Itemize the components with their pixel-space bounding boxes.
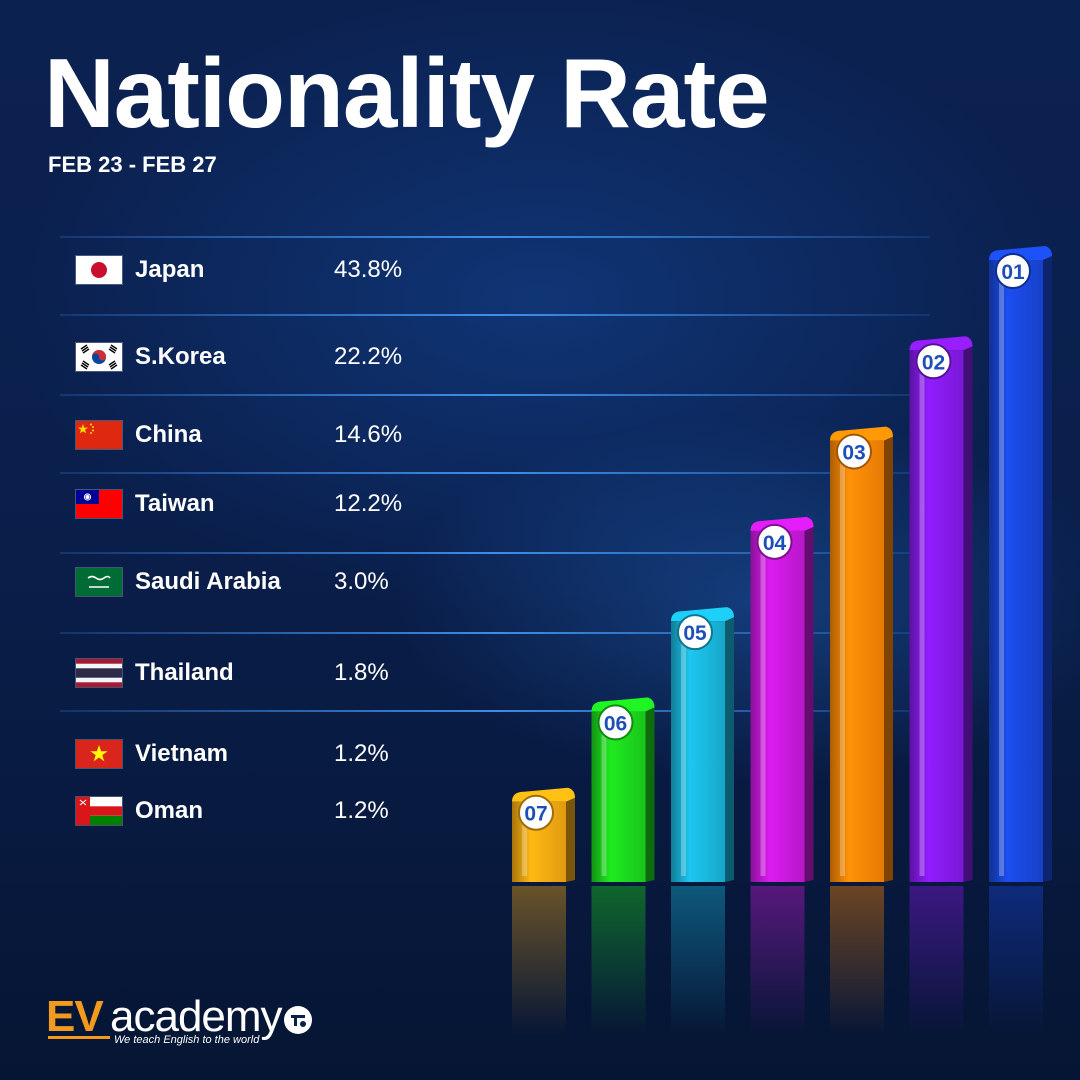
saudi-arabia-flag-icon [76, 568, 122, 596]
page-title: Nationality Rate [44, 38, 770, 148]
country-name: Saudi Arabia [135, 568, 281, 595]
list-item-china: China 14.6% [76, 415, 456, 455]
divider-line [60, 314, 930, 316]
country-percent: 3.0% [334, 568, 389, 595]
country-name: China [135, 421, 202, 448]
divider-line [60, 710, 930, 712]
country-percent: 1.2% [334, 740, 389, 767]
bar-highlight [681, 625, 686, 876]
country-name: Vietnam [135, 740, 228, 767]
bar-05 [671, 621, 725, 882]
japan-flag-icon [76, 256, 122, 284]
country-name: Oman [135, 797, 204, 824]
list-item-vietnam: Vietnam 1.2% [76, 734, 456, 774]
bar-reflection [512, 886, 566, 1036]
vietnam-flag-icon [76, 740, 122, 768]
bar-highlight [760, 534, 766, 876]
divider-line [60, 632, 930, 634]
logo-tagline: We teach English to the world [114, 1034, 260, 1046]
rank-badge [597, 704, 634, 741]
country-name: Thailand [135, 659, 234, 686]
rank-label: 07 [524, 803, 547, 826]
bar-side-face [566, 797, 575, 882]
south-korea-flag-icon [76, 343, 122, 371]
rank-badge [995, 253, 1031, 289]
logo-underline [48, 1036, 110, 1039]
bar-side-face [725, 617, 734, 882]
date-range: FEB 23 - FEB 27 [48, 152, 217, 177]
country-name: Taiwan [135, 490, 215, 517]
list-item-saudi-arabia: Saudi Arabia 3.0% [76, 562, 456, 602]
country-percent: 1.8% [334, 659, 389, 686]
bar-side-face [804, 526, 814, 882]
china-flag-icon [76, 421, 122, 449]
bar-reflection [671, 886, 725, 1036]
country-name: S.Korea [135, 343, 226, 370]
thailand-flag-icon [76, 659, 122, 687]
rank-label: 05 [683, 622, 707, 645]
bar-side-face [963, 346, 973, 882]
rank-badge [756, 523, 793, 560]
bar-reflection [750, 886, 805, 1036]
bar-02 [909, 350, 964, 882]
country-name: Japan [135, 256, 205, 283]
logo-prefix: EV [46, 992, 104, 1041]
bar-highlight [999, 264, 1004, 876]
rank-label: 02 [922, 351, 945, 374]
logo-suffix: academy [110, 992, 283, 1041]
bar-reflection [591, 886, 646, 1036]
list-item-south-korea: S.Korea 22.2% [76, 337, 456, 377]
brand-logo: EV academy We teach English to the world [46, 992, 316, 1052]
country-percent: 1.2% [334, 797, 389, 824]
bar-side-face [884, 436, 893, 882]
bar-highlight [840, 444, 845, 876]
list-item-thailand: Thailand 1.8% [76, 653, 456, 693]
bar-01 [989, 260, 1043, 882]
rank-label: 06 [604, 712, 627, 735]
list-item-japan: Japan 43.8% [76, 250, 456, 290]
rank-label: 03 [842, 442, 865, 465]
bar-highlight [601, 715, 607, 876]
divider-line [60, 472, 930, 474]
rank-label: 04 [763, 532, 787, 555]
list-item-oman: Oman 1.2% [76, 791, 456, 831]
bar-reflection [830, 886, 884, 1036]
bar-side-face [1043, 256, 1052, 882]
country-percent: 14.6% [334, 421, 403, 448]
list-item-taiwan: Taiwan 12.2% [76, 484, 456, 524]
rank-badge [518, 794, 554, 831]
bar-side-face [645, 707, 655, 882]
bar-reflection [909, 886, 964, 1036]
divider-line [60, 394, 930, 396]
bar-04 [750, 530, 805, 882]
rank-badge [915, 343, 952, 380]
country-percent: 12.2% [334, 490, 403, 517]
rank-badge [677, 614, 713, 651]
bar-reflection [989, 886, 1043, 1036]
rank-label: 01 [1001, 261, 1025, 284]
divider-line [60, 552, 930, 554]
bar-03 [830, 440, 884, 882]
country-percent: 43.8% [334, 256, 403, 283]
country-percent: 22.2% [334, 343, 403, 370]
bar-highlight [522, 805, 527, 876]
rank-badge [836, 433, 872, 470]
divider-line [60, 236, 930, 238]
globe-icon [284, 1006, 312, 1034]
oman-flag-icon [76, 797, 122, 825]
taiwan-flag-icon [76, 490, 122, 518]
bar-highlight [919, 354, 925, 876]
